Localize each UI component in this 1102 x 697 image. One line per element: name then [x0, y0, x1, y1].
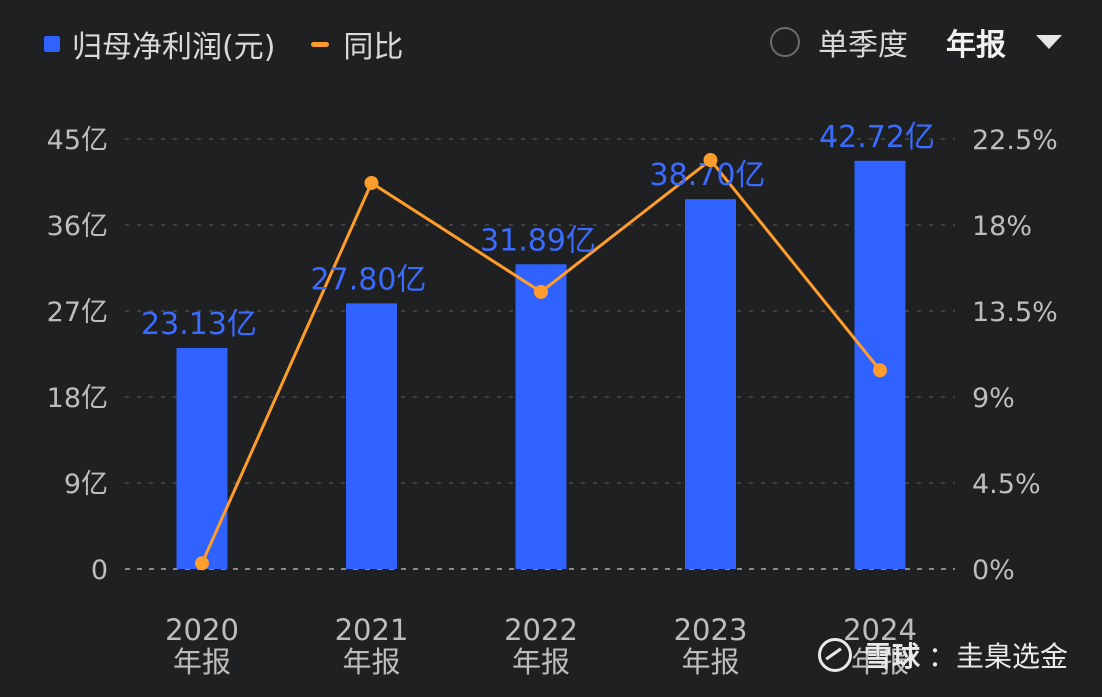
- bar-legend-swatch: [44, 36, 60, 52]
- quarterly-radio-label[interactable]: 单季度: [818, 28, 908, 63]
- line-legend-label: 同比: [343, 30, 404, 65]
- x-tick-label-year: 2021: [335, 613, 409, 647]
- snowball-logo-icon: [817, 638, 852, 672]
- yoy-point: [195, 556, 209, 571]
- yoy-point: [364, 175, 379, 190]
- bar-value-label: 23.13亿: [141, 307, 257, 342]
- bar: [176, 347, 228, 569]
- bar: [515, 264, 567, 569]
- x-tick-label-period: 年报: [681, 645, 739, 679]
- y-left-tick-label: 36亿: [47, 211, 108, 242]
- x-tick-label-period: 年报: [512, 645, 570, 679]
- bar-value-label: 31.89亿: [480, 223, 596, 258]
- period-selector[interactable]: 年报: [946, 28, 1006, 63]
- x-tick-label-period: 年报: [173, 645, 231, 679]
- y-left-tick-label: 27亿: [47, 297, 108, 328]
- y-right-tick-label: 4.5%: [972, 469, 1041, 500]
- x-tick-label-year: 2020: [165, 613, 239, 647]
- y-right-tick-label: 0%: [972, 555, 1015, 586]
- y-right-tick-label: 9%: [972, 383, 1015, 414]
- y-left-tick-label: 18亿: [47, 383, 108, 414]
- bar: [346, 303, 397, 569]
- legend: 归母净利润(元) 同比: [44, 22, 403, 66]
- y-right-tick-label: 13.5%: [972, 297, 1058, 328]
- bar-legend-label: 归母净利润(元): [72, 30, 276, 65]
- y-right-tick-label: 18%: [972, 211, 1032, 242]
- yoy-point: [703, 153, 718, 168]
- quarterly-radio[interactable]: [770, 27, 800, 57]
- watermark: 雪球 ： 圭臬选金: [817, 635, 1068, 675]
- y-left-tick-label: 9亿: [64, 469, 108, 500]
- x-tick-label-year: 2024: [843, 613, 917, 647]
- chart-controls: 单季度 年报: [770, 20, 1062, 64]
- y-left-tick-label: 45亿: [47, 125, 108, 156]
- y-right-tick-label: 22.5%: [972, 125, 1058, 156]
- x-tick-label-period: 年报: [851, 645, 909, 679]
- bar-value-label: 42.72亿: [819, 120, 935, 155]
- watermark-separator: ：: [927, 640, 956, 673]
- watermark-brand: 雪球: [863, 640, 920, 673]
- dropdown-icon[interactable]: [1036, 35, 1062, 49]
- x-tick-label-year: 2022: [504, 613, 578, 647]
- x-tick-label-period: 年报: [342, 645, 400, 679]
- bar: [685, 199, 736, 569]
- y-left-tick-label: 0: [91, 555, 108, 586]
- bar-value-label: 27.80亿: [311, 262, 427, 297]
- x-tick-label-year: 2023: [674, 613, 748, 647]
- yoy-point: [534, 284, 548, 299]
- line-legend-swatch: [311, 41, 330, 47]
- yoy-point: [873, 363, 887, 378]
- watermark-author: 圭臬选金: [955, 640, 1068, 673]
